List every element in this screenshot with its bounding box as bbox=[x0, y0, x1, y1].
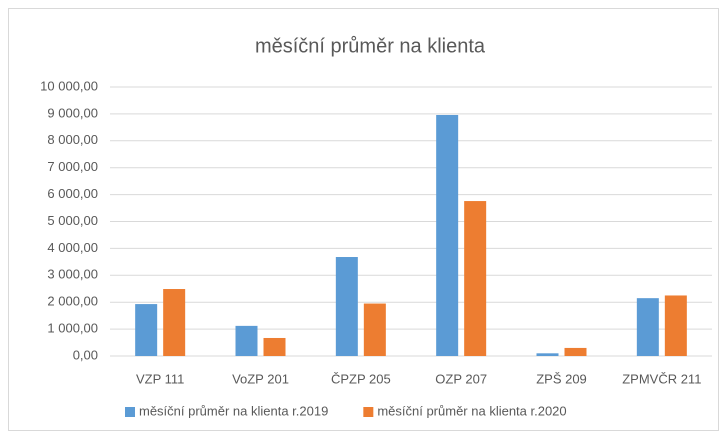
bar bbox=[135, 304, 158, 356]
y-tick-label: 0,00 bbox=[73, 347, 98, 362]
legend-swatch bbox=[125, 407, 135, 417]
bar bbox=[235, 325, 258, 356]
x-tick-label: VZP 111 bbox=[136, 371, 184, 386]
x-tick-label: ZPMVČR 211 bbox=[622, 371, 701, 386]
y-tick-label: 8 000,00 bbox=[47, 132, 98, 147]
y-tick-label: 7 000,00 bbox=[47, 159, 98, 174]
y-tick-label: 6 000,00 bbox=[47, 186, 98, 201]
y-tick-label: 3 000,00 bbox=[47, 267, 98, 282]
bar bbox=[664, 295, 687, 356]
bar bbox=[163, 289, 186, 356]
bar bbox=[263, 337, 286, 356]
x-tick-label: ČPZP 205 bbox=[331, 371, 391, 386]
bar bbox=[363, 303, 386, 356]
x-tick-label: OZP 207 bbox=[435, 371, 487, 386]
bar bbox=[536, 353, 559, 356]
legend-swatch bbox=[363, 407, 374, 417]
chart-border bbox=[8, 8, 719, 431]
chart-title: měsíční průměr na klienta bbox=[255, 35, 486, 57]
y-tick-label: 5 000,00 bbox=[47, 213, 98, 228]
y-tick-label: 9 000,00 bbox=[47, 105, 98, 120]
bar bbox=[464, 201, 487, 356]
bar bbox=[436, 114, 459, 356]
y-tick-label: 4 000,00 bbox=[47, 240, 98, 255]
y-tick-label: 10 000,00 bbox=[40, 78, 98, 93]
bar bbox=[636, 298, 659, 356]
bar bbox=[564, 347, 587, 356]
x-tick-label: ZPŠ 209 bbox=[536, 371, 587, 386]
bar bbox=[335, 257, 358, 356]
y-tick-label: 1 000,00 bbox=[47, 321, 98, 336]
legend-label: měsíční průměr na klienta r.2019 bbox=[139, 403, 328, 418]
legend-label: měsíční průměr na klienta r.2020 bbox=[377, 403, 566, 418]
y-tick-label: 2 000,00 bbox=[47, 294, 98, 309]
x-tick-label: VoZP 201 bbox=[232, 371, 289, 386]
